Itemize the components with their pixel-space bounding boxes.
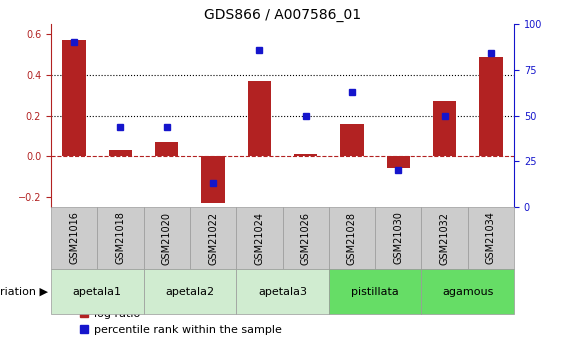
Bar — [247, 81, 271, 156]
Text: genotype/variation ▶: genotype/variation ▶ — [0, 287, 48, 296]
Text: pistillata: pistillata — [351, 287, 399, 296]
Text: GSM21022: GSM21022 — [208, 211, 218, 265]
Text: GSM21028: GSM21028 — [347, 211, 357, 265]
Bar — [340, 124, 364, 156]
Text: agamous: agamous — [442, 287, 493, 296]
Text: GSM21026: GSM21026 — [301, 211, 311, 265]
Bar — [202, 156, 225, 203]
Text: apetala1: apetala1 — [73, 287, 121, 296]
Text: GSM21030: GSM21030 — [393, 211, 403, 265]
Text: GSM21020: GSM21020 — [162, 211, 172, 265]
Text: apetala2: apetala2 — [166, 287, 214, 296]
Text: GSM21034: GSM21034 — [486, 211, 496, 265]
Bar — [62, 40, 86, 156]
Text: apetala3: apetala3 — [258, 287, 307, 296]
Bar — [386, 156, 410, 168]
Text: GSM21016: GSM21016 — [69, 211, 79, 265]
Legend: log ratio, percentile rank within the sample: log ratio, percentile rank within the sa… — [80, 309, 282, 335]
Bar — [433, 101, 457, 156]
Bar — [479, 57, 503, 156]
Text: GSM21024: GSM21024 — [254, 211, 264, 265]
Text: GSM21032: GSM21032 — [440, 211, 450, 265]
Bar — [108, 150, 132, 156]
Title: GDS866 / A007586_01: GDS866 / A007586_01 — [204, 8, 361, 22]
Bar — [294, 154, 318, 156]
Bar — [155, 142, 179, 156]
Text: GSM21018: GSM21018 — [115, 211, 125, 265]
